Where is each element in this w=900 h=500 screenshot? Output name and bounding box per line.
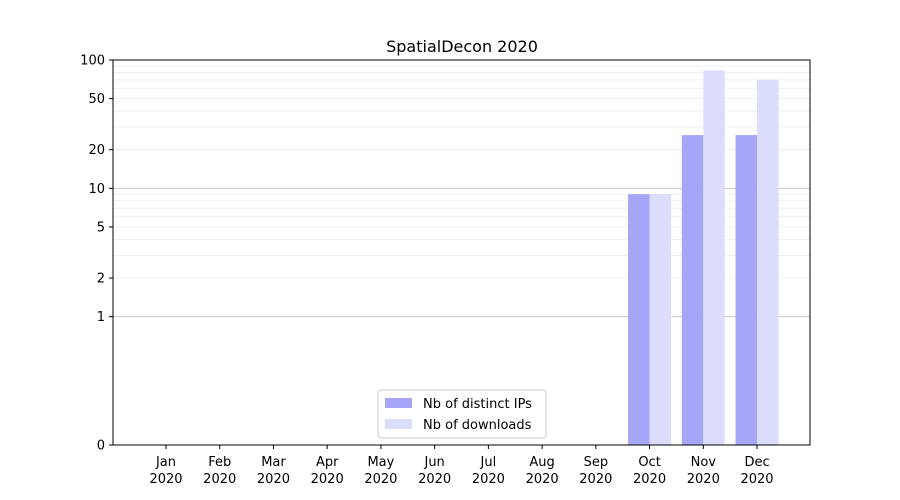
bar-downloads xyxy=(649,194,672,445)
x-tick-label-year: 2020 xyxy=(364,472,397,487)
y-tick-label: 1 xyxy=(97,310,105,325)
x-tick-label-year: 2020 xyxy=(149,472,182,487)
x-tick-label-month: Feb xyxy=(208,455,231,470)
legend-box xyxy=(377,389,547,439)
bars xyxy=(628,70,779,445)
x-tick-label-month: Sep xyxy=(584,455,609,470)
legend: Nb of distinct IPs Nb of downloads xyxy=(377,389,547,439)
y-tick-label: 100 xyxy=(80,54,105,69)
x-tick-label-year: 2020 xyxy=(633,472,666,487)
bar-downloads xyxy=(703,70,725,445)
legend-label-distinct-ips: Nb of distinct IPs xyxy=(423,397,532,412)
legend-swatch-distinct-ips xyxy=(385,398,412,408)
bar-distinct-ips xyxy=(681,135,704,445)
x-tick-label-month: Jan xyxy=(155,455,176,470)
x-tick-label-month: Aug xyxy=(529,455,554,470)
x-tick-label-year: 2020 xyxy=(740,472,773,487)
x-tick-label-year: 2020 xyxy=(472,472,505,487)
x-tick-label-month: Jul xyxy=(480,455,497,470)
x-tick-label-month: Oct xyxy=(638,455,660,470)
bar-distinct-ips xyxy=(735,135,758,445)
x-tick-label-year: 2020 xyxy=(687,472,720,487)
x-tick-label-year: 2020 xyxy=(311,472,344,487)
y-axis-ticks: 0 1 2 5 10 20 50 100 xyxy=(80,54,113,454)
x-tick-label-month: Dec xyxy=(744,455,769,470)
x-tick-label-year: 2020 xyxy=(579,472,612,487)
y-tick-label: 50 xyxy=(88,92,105,107)
plot-frame xyxy=(112,59,811,446)
x-axis-ticks: Jan 2020 Feb 2020 Mar 2020 Apr 2020 May 2020 Jun 20… xyxy=(149,445,774,487)
grid-lines xyxy=(113,65,810,318)
x-tick-label-year: 2020 xyxy=(257,472,290,487)
y-tick-label: 2 xyxy=(97,272,105,287)
x-tick-label-year: 2020 xyxy=(418,472,451,487)
y-tick-label: 10 xyxy=(88,182,105,197)
y-tick-label: 0 xyxy=(97,439,105,454)
y-tick-label: 20 xyxy=(88,143,105,158)
x-tick-label-month: Jun xyxy=(423,455,444,470)
x-tick-label-year: 2020 xyxy=(203,472,236,487)
bar-downloads xyxy=(757,79,779,445)
chart-title: SpatialDecon 2020 xyxy=(386,37,538,56)
x-tick-label-month: Mar xyxy=(261,455,286,470)
legend-swatch-downloads xyxy=(385,419,412,429)
x-tick-label-month: Apr xyxy=(316,455,339,470)
x-tick-label-month: Nov xyxy=(691,455,717,470)
bar-distinct-ips xyxy=(628,194,650,445)
y-tick-label: 5 xyxy=(97,220,105,235)
x-tick-label-month: May xyxy=(367,455,394,470)
x-tick-label-year: 2020 xyxy=(526,472,559,487)
legend-label-downloads: Nb of downloads xyxy=(423,418,532,433)
